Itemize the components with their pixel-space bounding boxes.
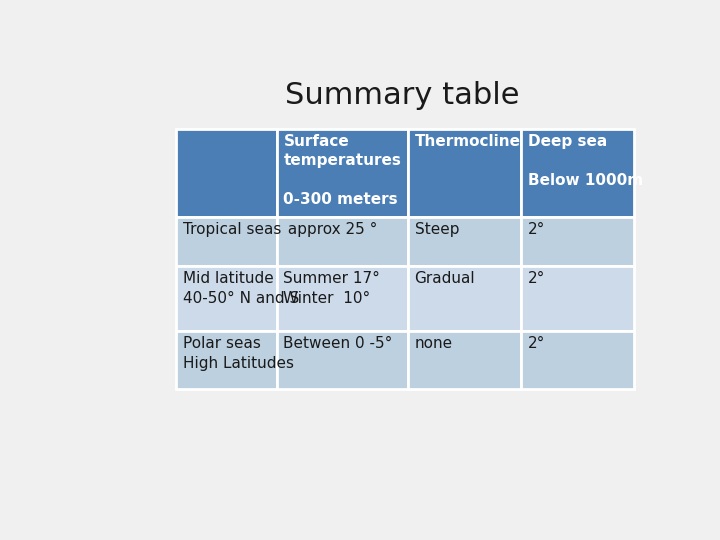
Text: Tropical seas: Tropical seas (183, 221, 282, 237)
FancyBboxPatch shape (276, 129, 408, 217)
Text: Surface
temperatures

0-300 meters: Surface temperatures 0-300 meters (284, 134, 401, 207)
FancyBboxPatch shape (521, 331, 634, 389)
Text: Gradual: Gradual (415, 272, 475, 286)
Text: 2°: 2° (528, 336, 545, 351)
FancyBboxPatch shape (408, 331, 521, 389)
Text: Summary table: Summary table (285, 82, 520, 111)
FancyBboxPatch shape (408, 266, 521, 331)
FancyBboxPatch shape (521, 217, 634, 266)
Text: none: none (415, 336, 453, 351)
Text: Polar seas
High Latitudes: Polar seas High Latitudes (183, 336, 294, 370)
Text: Mid latitude
40-50° N and S: Mid latitude 40-50° N and S (183, 272, 300, 306)
FancyBboxPatch shape (176, 129, 276, 217)
FancyBboxPatch shape (521, 129, 634, 217)
Text: Thermocline: Thermocline (415, 134, 521, 149)
Text: Steep: Steep (415, 221, 459, 237)
Text: 2°: 2° (528, 272, 545, 286)
FancyBboxPatch shape (408, 129, 521, 217)
FancyBboxPatch shape (176, 217, 276, 266)
Text: Deep sea

Below 1000m: Deep sea Below 1000m (528, 134, 643, 187)
FancyBboxPatch shape (408, 217, 521, 266)
FancyBboxPatch shape (176, 331, 276, 389)
FancyBboxPatch shape (276, 331, 408, 389)
Text: 2°: 2° (528, 221, 545, 237)
Text: Summer 17°
Winter  10°: Summer 17° Winter 10° (284, 272, 380, 306)
FancyBboxPatch shape (276, 217, 408, 266)
FancyBboxPatch shape (276, 266, 408, 331)
FancyBboxPatch shape (521, 266, 634, 331)
Text: Between 0 -5°: Between 0 -5° (284, 336, 393, 351)
Text: approx 25 °: approx 25 ° (284, 221, 378, 237)
FancyBboxPatch shape (176, 266, 276, 331)
